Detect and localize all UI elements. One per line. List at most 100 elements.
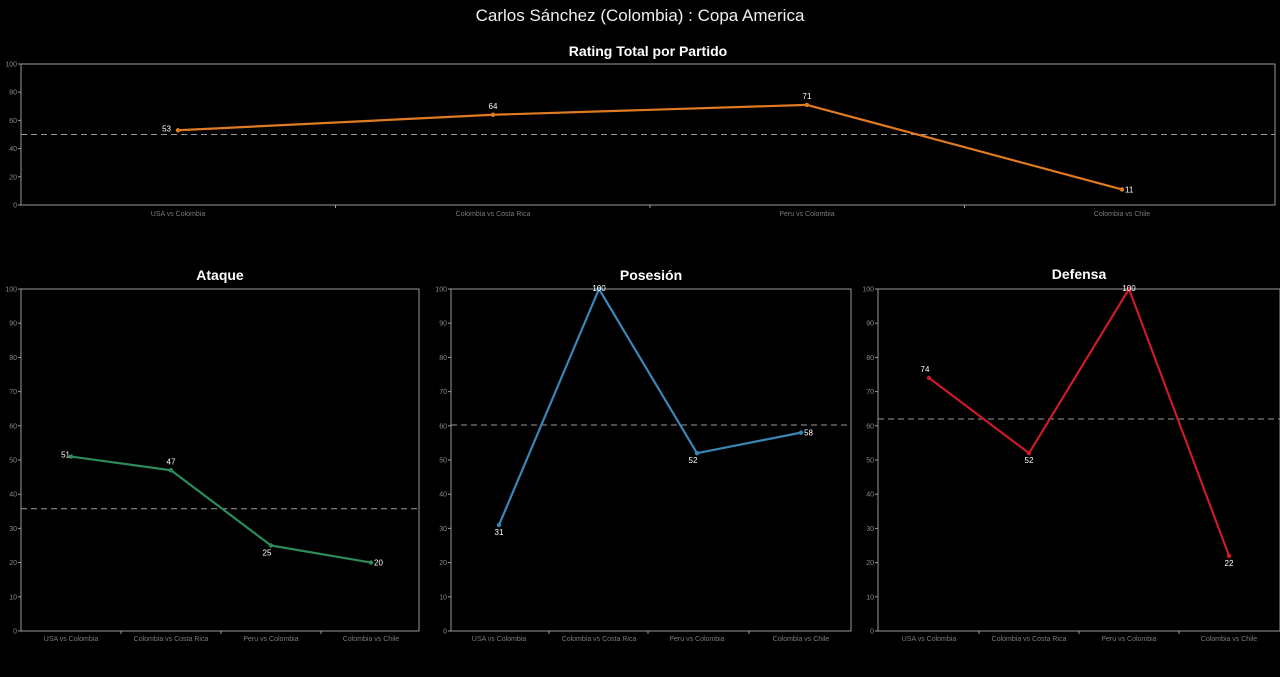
y-tick-label: 90: [439, 321, 447, 328]
series-line: [928, 287, 1231, 557]
data-label: 53: [162, 124, 171, 133]
plot-frame: [20, 288, 420, 632]
x-tick-label: Peru vs Colombia: [669, 636, 724, 643]
data-label: 11: [1125, 185, 1134, 194]
y-tick-label: 60: [9, 118, 17, 125]
data-point: [596, 286, 602, 292]
x-tick-label: USA vs Colombia: [44, 636, 99, 643]
data-label: 25: [263, 549, 272, 558]
data-point: [1126, 286, 1132, 292]
page-title: Carlos Sánchez (Colombia) : Copa America: [475, 6, 805, 25]
data-point: [368, 560, 374, 565]
x-tick-label: Peru vs Colombia: [243, 636, 298, 643]
data-label: 71: [803, 92, 812, 101]
data-label: 31: [495, 528, 504, 537]
chart-rating-total: Rating Total por Partido 0 20 40 60 80 100 USA …: [5, 43, 1276, 218]
data-point: [490, 112, 496, 117]
data-point: [694, 450, 700, 456]
data-label: 51: [61, 451, 70, 460]
y-tick-label: 50: [9, 458, 17, 465]
x-tick-label: USA vs Colombia: [151, 211, 206, 218]
chart-posesion: Posesión 0 10 20 30 40 50 60 70 80 90 100 USA vs Col…: [435, 267, 852, 643]
plot-frame: [450, 288, 852, 632]
y-tick-label: 30: [866, 526, 874, 533]
series-line: [70, 455, 372, 564]
y-tick-label: 60: [439, 423, 447, 430]
y-tick-label: 80: [9, 355, 17, 362]
chart-title: Rating Total por Partido: [569, 43, 727, 59]
data-label: 52: [1025, 456, 1034, 465]
x-tick-label: Colombia vs Chile: [773, 636, 830, 643]
y-tick-label: 100: [862, 287, 874, 294]
y-tick-label: 40: [9, 492, 17, 499]
y-tick-label: 50: [866, 458, 874, 465]
data-point: [268, 543, 274, 548]
data-point: [175, 128, 181, 133]
series-line: [497, 287, 802, 526]
y-tick-label: 40: [439, 492, 447, 499]
y-tick-label: 30: [9, 526, 17, 533]
y-tick-label: 100: [435, 287, 447, 294]
data-point: [1119, 187, 1125, 192]
y-tick-label: 0: [13, 203, 17, 210]
y-tick-label: 70: [439, 389, 447, 396]
data-point: [926, 375, 932, 381]
x-tick-label: Colombia vs Costa Rica: [456, 211, 531, 218]
x-tick-label: USA vs Colombia: [902, 636, 957, 643]
y-tick-label: 70: [866, 389, 874, 396]
y-tick-label: 20: [9, 174, 17, 181]
y-tick-label: 80: [866, 355, 874, 362]
y-tick-label: 20: [866, 560, 874, 567]
x-tick-label: Colombia vs Chile: [1094, 211, 1151, 218]
y-tick-label: 20: [439, 560, 447, 567]
data-point: [1026, 450, 1032, 456]
data-point: [804, 102, 810, 108]
y-tick-label: 20: [9, 560, 17, 567]
data-label: 58: [804, 429, 813, 438]
chart-title: Defensa: [1052, 266, 1107, 282]
y-tick-label: 40: [9, 146, 17, 153]
data-point: [168, 468, 174, 473]
y-tick-label: 80: [9, 90, 17, 97]
data-point: [68, 454, 74, 459]
y-tick-label: 50: [439, 458, 447, 465]
data-point: [496, 522, 502, 528]
chart-defensa: Defensa 0 10 20 30 40 50 60 70 80 90 100 USA vs Colo…: [862, 266, 1280, 643]
y-tick-label: 90: [866, 321, 874, 328]
y-tick-label: 70: [9, 389, 17, 396]
data-label: 64: [489, 102, 498, 111]
y-tick-label: 80: [439, 355, 447, 362]
x-tick-label: Peru vs Colombia: [779, 211, 834, 218]
series-line: [177, 103, 1123, 191]
y-tick-label: 10: [439, 594, 447, 601]
data-label: 20: [374, 559, 383, 568]
chart-ataque: Ataque 0 10 20 30 40 50 60 70 80 90 100 USA vs Colom…: [5, 267, 420, 643]
data-label: 52: [689, 456, 698, 465]
data-label: 100: [592, 284, 606, 293]
x-tick-label: Peru vs Colombia: [1101, 636, 1156, 643]
y-tick-label: 60: [9, 423, 17, 430]
y-tick-label: 100: [5, 62, 17, 69]
y-tick-label: 60: [866, 423, 874, 430]
x-tick-label: Colombia vs Chile: [1201, 636, 1258, 643]
y-tick-label: 100: [5, 287, 17, 294]
x-tick-label: Colombia vs Costa Rica: [562, 636, 637, 643]
data-label: 47: [167, 457, 176, 466]
data-label: 74: [921, 365, 930, 374]
y-tick-label: 0: [870, 629, 874, 636]
y-tick-label: 40: [866, 492, 874, 499]
chart-title: Posesión: [620, 267, 682, 283]
data-point: [798, 430, 804, 435]
y-tick-label: 10: [9, 594, 17, 601]
data-point: [1226, 553, 1232, 558]
y-tick-label: 10: [866, 594, 874, 601]
x-tick-label: Colombia vs Costa Rica: [134, 636, 209, 643]
chart-title: Ataque: [196, 267, 244, 283]
data-label: 22: [1225, 559, 1234, 568]
data-label: 100: [1122, 284, 1136, 293]
x-tick-label: Colombia vs Chile: [343, 636, 400, 643]
y-tick-label: 0: [443, 629, 447, 636]
plot-frame: [877, 288, 1280, 632]
y-tick-label: 90: [9, 321, 17, 328]
x-tick-label: USA vs Colombia: [472, 636, 527, 643]
